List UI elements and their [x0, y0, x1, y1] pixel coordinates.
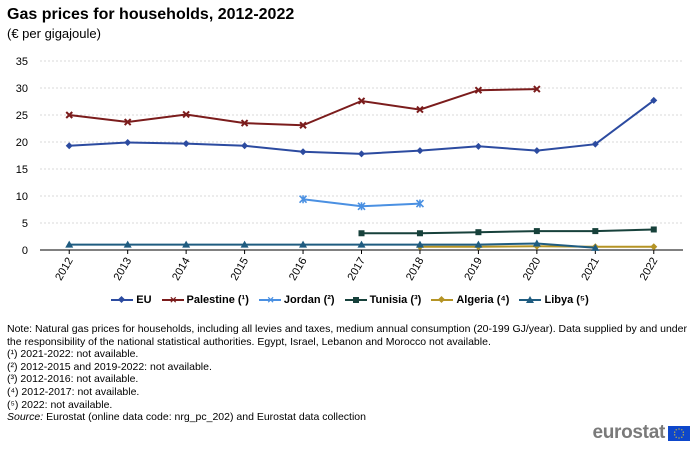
- footnote: (²) 2012-2015 and 2019-2022: not availab…: [7, 360, 212, 373]
- y-tick-label: 10: [16, 191, 28, 203]
- logo-text: eurostat: [592, 422, 665, 443]
- data-point: [533, 228, 540, 235]
- data-point: [416, 230, 423, 237]
- chart-subtitle: (€ per gigajoule): [7, 26, 101, 41]
- footnote: (¹) 2021-2022: not available.: [7, 348, 139, 361]
- data-point: [416, 105, 424, 114]
- x-tick-label: 2013: [112, 256, 135, 283]
- data-point: [474, 86, 483, 94]
- x-tick-label: 2014: [170, 256, 193, 283]
- x-tick-label: 2012: [53, 256, 76, 283]
- legend-label: Algeria (⁴): [456, 294, 510, 306]
- series-line-palestine: [69, 88, 537, 127]
- footnote: (³) 2012-2016: not available.: [7, 373, 139, 386]
- legend-swatch: [344, 295, 367, 305]
- series-line-tunisia: [361, 228, 654, 235]
- data-point: [358, 150, 365, 158]
- chart-legend: EU ✕ Palestine (¹) ✕ Jordan (²) Tunisia (³) Al…: [0, 294, 700, 308]
- data-point: [182, 240, 191, 248]
- data-point: [358, 230, 365, 237]
- data-point: [475, 229, 482, 236]
- data-point: [65, 111, 73, 119]
- data-point: [533, 85, 541, 93]
- source-label: Source:: [7, 411, 44, 424]
- y-tick-label: 30: [16, 83, 28, 95]
- data-point: [298, 195, 308, 204]
- data-point: [591, 243, 600, 251]
- data-point: [241, 142, 249, 150]
- series-line-eu: [69, 99, 655, 155]
- legend-swatch: [431, 295, 454, 305]
- data-point: [592, 228, 599, 235]
- legend-label: Tunisia (³): [369, 294, 422, 306]
- x-tick-label: 2015: [229, 256, 252, 283]
- legend-item: ✕ Palestine (¹): [161, 294, 249, 306]
- chart-notes: Note: Natural gas prices for households,…: [7, 323, 693, 424]
- data-point: [357, 97, 366, 105]
- footnote: (⁴) 2012-2017: not available.: [7, 385, 140, 398]
- data-point: [474, 240, 483, 248]
- x-tick-label: 2018: [404, 256, 427, 283]
- legend-swatch: ✕: [258, 295, 281, 305]
- eurostat-logo: eurostat: [592, 422, 690, 444]
- legend-item: Libya (⁵): [519, 294, 589, 306]
- data-point: [415, 240, 424, 248]
- data-point: [474, 142, 482, 150]
- data-point: [532, 239, 541, 247]
- x-tick-label: 2021: [579, 256, 602, 283]
- data-point: [591, 140, 599, 148]
- data-point: [123, 118, 132, 126]
- data-point: [299, 240, 308, 248]
- legend-item: Tunisia (³): [344, 294, 422, 306]
- x-tick-label: 2016: [287, 256, 310, 283]
- x-tick-label: 2019: [462, 256, 485, 283]
- y-tick-label: 15: [16, 164, 28, 176]
- legend-item: EU: [111, 294, 152, 306]
- data-point: [182, 140, 190, 148]
- series-line-libya: [69, 242, 596, 249]
- y-tick-label: 5: [22, 218, 28, 230]
- y-tick-label: 35: [16, 56, 28, 68]
- note-main: Note: Natural gas prices for households,…: [7, 323, 687, 348]
- source-line: Source: Eurostat (online data code: nrg_…: [7, 411, 693, 424]
- x-tick-label: 2022: [638, 256, 661, 283]
- legend-label: Libya (⁵): [544, 294, 589, 306]
- data-point: [650, 226, 657, 233]
- data-point: [650, 243, 658, 251]
- data-point: [299, 121, 307, 129]
- data-point: [416, 147, 424, 155]
- legend-label: EU: [136, 294, 152, 306]
- legend-item: Algeria (⁴): [431, 294, 509, 306]
- eu-flag-icon: [668, 425, 690, 441]
- data-point: [415, 199, 425, 208]
- x-tick-label: 2020: [521, 256, 544, 283]
- y-tick-label: 25: [16, 110, 28, 122]
- data-point: [299, 148, 307, 156]
- data-point: [357, 240, 366, 248]
- data-point: [65, 142, 73, 150]
- legend-label: Jordan (²): [283, 294, 335, 306]
- legend-swatch: [519, 295, 542, 305]
- data-point: [240, 119, 249, 127]
- data-point: [123, 240, 132, 248]
- data-point: [533, 147, 541, 155]
- legend-swatch: ✕: [161, 295, 184, 305]
- y-tick-label: 0: [22, 245, 28, 257]
- data-point: [650, 96, 658, 104]
- chart-title: Gas prices for households, 2012-2022: [7, 6, 295, 23]
- source-text: Eurostat (online data code: nrg_pc_202) …: [46, 411, 366, 424]
- y-tick-label: 20: [16, 137, 28, 149]
- line-chart: 0 5 10 15 20 25 30 35 2012 2013 2014 2015 2016 2017 20…: [16, 56, 683, 283]
- x-tick-label: 2017: [345, 256, 368, 283]
- data-point: [240, 240, 249, 248]
- footnote: (⁵) 2022: not available.: [7, 398, 113, 411]
- data-point: [124, 139, 132, 147]
- data-point: [65, 240, 74, 248]
- legend-swatch: [111, 295, 134, 305]
- legend-item: ✕ Jordan (²): [258, 294, 335, 306]
- data-point: [182, 110, 190, 119]
- data-point: [357, 202, 366, 211]
- legend-label: Palestine (¹): [186, 294, 249, 306]
